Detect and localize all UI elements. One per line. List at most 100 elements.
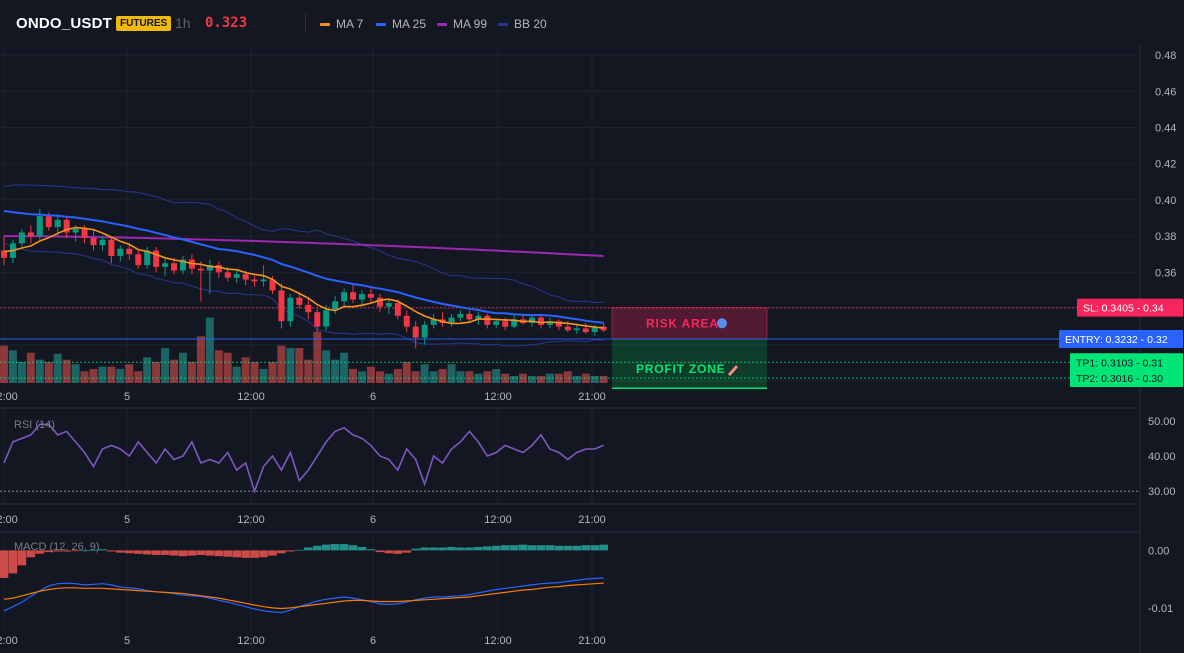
volume-bar bbox=[170, 359, 178, 383]
macd-histogram-bar bbox=[563, 545, 573, 551]
volume-bar bbox=[62, 359, 71, 383]
volume-bar bbox=[474, 373, 483, 383]
macd-histogram-bar bbox=[456, 547, 465, 551]
volume-bar bbox=[563, 371, 572, 383]
candle-body bbox=[36, 216, 43, 237]
time-axis-label: 12:00 bbox=[0, 514, 18, 526]
macd-histogram-bar bbox=[500, 545, 510, 551]
price-line-tag-bg bbox=[1077, 298, 1183, 317]
volume-bar bbox=[447, 364, 456, 383]
macd-histogram-bar bbox=[151, 550, 161, 555]
macd-histogram-bar bbox=[321, 544, 331, 551]
candle-body bbox=[466, 313, 473, 320]
macd-histogram-bar bbox=[393, 550, 403, 554]
macd-histogram-bar bbox=[590, 545, 599, 551]
legend-ma25[interactable]: MA 25 bbox=[376, 16, 426, 32]
volume-bar bbox=[528, 376, 536, 383]
volume-bar bbox=[331, 359, 340, 383]
candle-body bbox=[54, 219, 61, 228]
macd-histogram-bar bbox=[89, 549, 98, 551]
volume-bar bbox=[358, 371, 366, 383]
volume-bar bbox=[402, 362, 411, 383]
macd-histogram-bar bbox=[223, 550, 233, 557]
time-axis-label: 12:00 bbox=[0, 635, 18, 647]
time-axis-label: 5 bbox=[124, 514, 130, 526]
volume-bar bbox=[161, 348, 170, 383]
macd-histogram-bar bbox=[268, 550, 277, 556]
volume-bar bbox=[17, 362, 26, 383]
rsi-axis-tick: 40.00 bbox=[1148, 451, 1176, 463]
macd-histogram-bar bbox=[304, 547, 313, 551]
candle-body bbox=[1, 250, 7, 258]
rsi-axis-tick: 30.00 bbox=[1148, 486, 1176, 498]
shield-icon bbox=[717, 318, 727, 329]
candle-body bbox=[341, 292, 348, 302]
candle-body bbox=[126, 248, 133, 255]
legend-ma99[interactable]: MA 99 bbox=[437, 16, 487, 32]
candle-body bbox=[573, 328, 580, 331]
volume-bar bbox=[89, 369, 98, 383]
volume-bar bbox=[187, 362, 196, 383]
time-axis-label: 12:00 bbox=[237, 514, 265, 526]
volume-bar bbox=[223, 352, 232, 383]
legend-ma7[interactable]: MA 7 bbox=[320, 16, 363, 32]
volume-bar bbox=[71, 364, 80, 383]
macd-histogram-bar bbox=[98, 549, 107, 551]
candle-body bbox=[484, 315, 491, 325]
legend-bb[interactable]: BB 20 bbox=[498, 16, 547, 32]
macd-histogram-bar bbox=[205, 550, 215, 556]
volume-bar bbox=[393, 369, 402, 383]
macd-histogram-bar bbox=[375, 550, 385, 553]
ma7-line bbox=[3, 226, 604, 329]
ma25-line bbox=[3, 209, 604, 324]
volume-bar bbox=[304, 359, 313, 383]
risk-area-zone bbox=[611, 307, 768, 340]
bollinger-lower-band bbox=[3, 242, 604, 347]
macd-histogram-bar bbox=[196, 550, 206, 555]
macd-histogram-bar bbox=[250, 550, 259, 558]
macd-histogram-bar bbox=[214, 550, 224, 557]
candle-body bbox=[511, 319, 518, 327]
macd-histogram-bar bbox=[581, 545, 591, 551]
macd-title: MACD (12, 26, 9) bbox=[14, 541, 100, 553]
candle-body bbox=[314, 312, 321, 327]
price-axis-tick: 0.44 bbox=[1155, 122, 1176, 134]
volume-bar bbox=[537, 376, 545, 383]
time-axis-label: 12:00 bbox=[237, 391, 265, 403]
price-line-tag-bg bbox=[1070, 353, 1183, 372]
macd-histogram-bar bbox=[26, 550, 36, 558]
price-line-tag-label: TP1: 0.3103 - 0.31 bbox=[1076, 357, 1163, 369]
rsi-axis-tick: 50.00 bbox=[1148, 416, 1176, 428]
candle-body bbox=[27, 232, 34, 237]
price-axis-tick: 0.46 bbox=[1155, 86, 1176, 98]
profit-zone-zone bbox=[612, 338, 767, 389]
price-axis-tick: 0.42 bbox=[1155, 159, 1176, 171]
volume-bar bbox=[143, 357, 152, 383]
macd-histogram-bar bbox=[366, 549, 376, 551]
price-line-tag-label: ENTRY: 0.3232 - 0.32 bbox=[1065, 334, 1168, 346]
volume-bar bbox=[313, 331, 322, 383]
symbol-title[interactable]: ONDO_USDT bbox=[16, 15, 112, 32]
volume-bar bbox=[286, 348, 295, 383]
candle-body bbox=[117, 248, 124, 257]
time-axis-label: 5 bbox=[124, 635, 130, 647]
last-price: 0.323 bbox=[205, 15, 248, 31]
macd-histogram-bar bbox=[0, 550, 9, 578]
macd-histogram-bar bbox=[411, 548, 420, 551]
volume-bar bbox=[411, 371, 420, 383]
macd-histogram-bar bbox=[53, 550, 62, 552]
time-axis-label: 21:00 bbox=[578, 391, 606, 403]
timeframe-label[interactable]: 1h bbox=[175, 15, 191, 31]
time-axis-label: 5 bbox=[124, 391, 130, 403]
volume-bar bbox=[438, 369, 447, 383]
macd-histogram-bar bbox=[384, 550, 394, 554]
macd-histogram-bar bbox=[572, 545, 582, 551]
macd-histogram-bar bbox=[80, 550, 89, 552]
candle-body bbox=[180, 259, 186, 271]
macd-line bbox=[3, 577, 604, 614]
volume-bar bbox=[250, 362, 259, 383]
price-axis-tick: 0.36 bbox=[1155, 267, 1176, 279]
volume-bar bbox=[0, 345, 8, 383]
candle-body bbox=[359, 294, 365, 300]
